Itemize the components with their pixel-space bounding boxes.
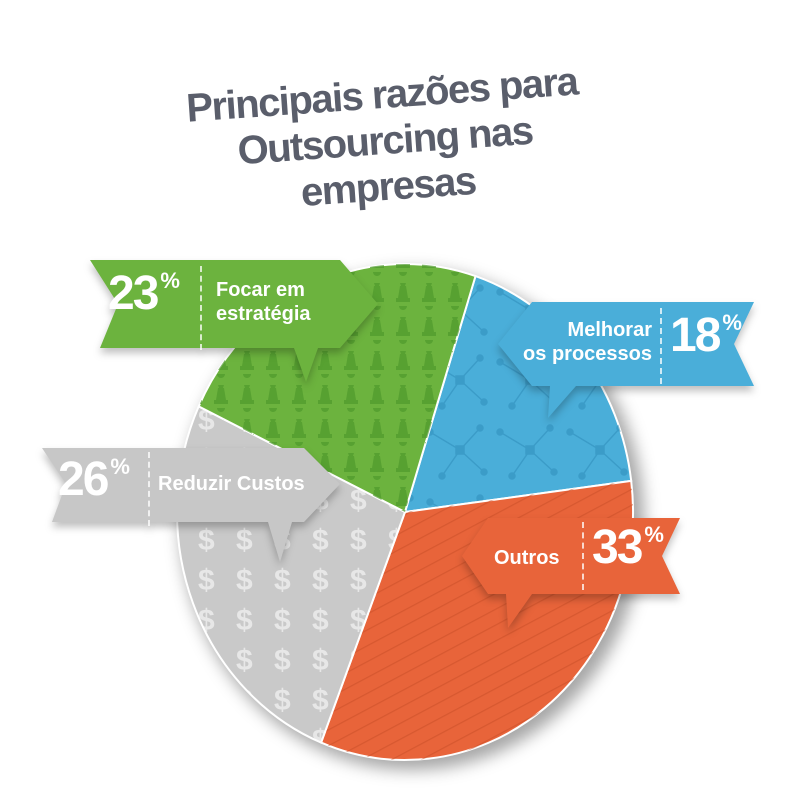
- tag-value: 33%: [592, 521, 664, 574]
- tag-divider: [200, 266, 202, 350]
- tag-shape: [462, 518, 680, 628]
- tag-melhorar-processos: Melhorar os processos 18%: [492, 300, 764, 420]
- tag-shape: [42, 448, 340, 562]
- tag-focar-estrategia: 23% Focar em estratégia: [78, 258, 384, 386]
- tag-value: 26%: [58, 453, 130, 506]
- tag-divider: [582, 522, 584, 590]
- tag-value: 23%: [108, 267, 180, 320]
- tag-outros: Outros 33%: [458, 514, 686, 632]
- tag-reduzir-custos: 26% Reduzir Custos: [34, 444, 346, 568]
- pie-slice-melhorar-os-processos: [403, 274, 633, 514]
- tag-shape: [90, 260, 378, 382]
- tag-divider: [148, 452, 150, 526]
- tag-label: Outros: [494, 547, 560, 569]
- slice-pattern: [405, 276, 632, 512]
- tag-label: Focar em estratégia: [216, 279, 311, 325]
- tag-label: Melhorar os processos: [523, 319, 652, 365]
- tag-divider: [660, 308, 662, 384]
- tag-label: Reduzir Custos: [158, 473, 305, 495]
- tag-value: 18%: [670, 309, 742, 362]
- tag-shape: [498, 302, 754, 418]
